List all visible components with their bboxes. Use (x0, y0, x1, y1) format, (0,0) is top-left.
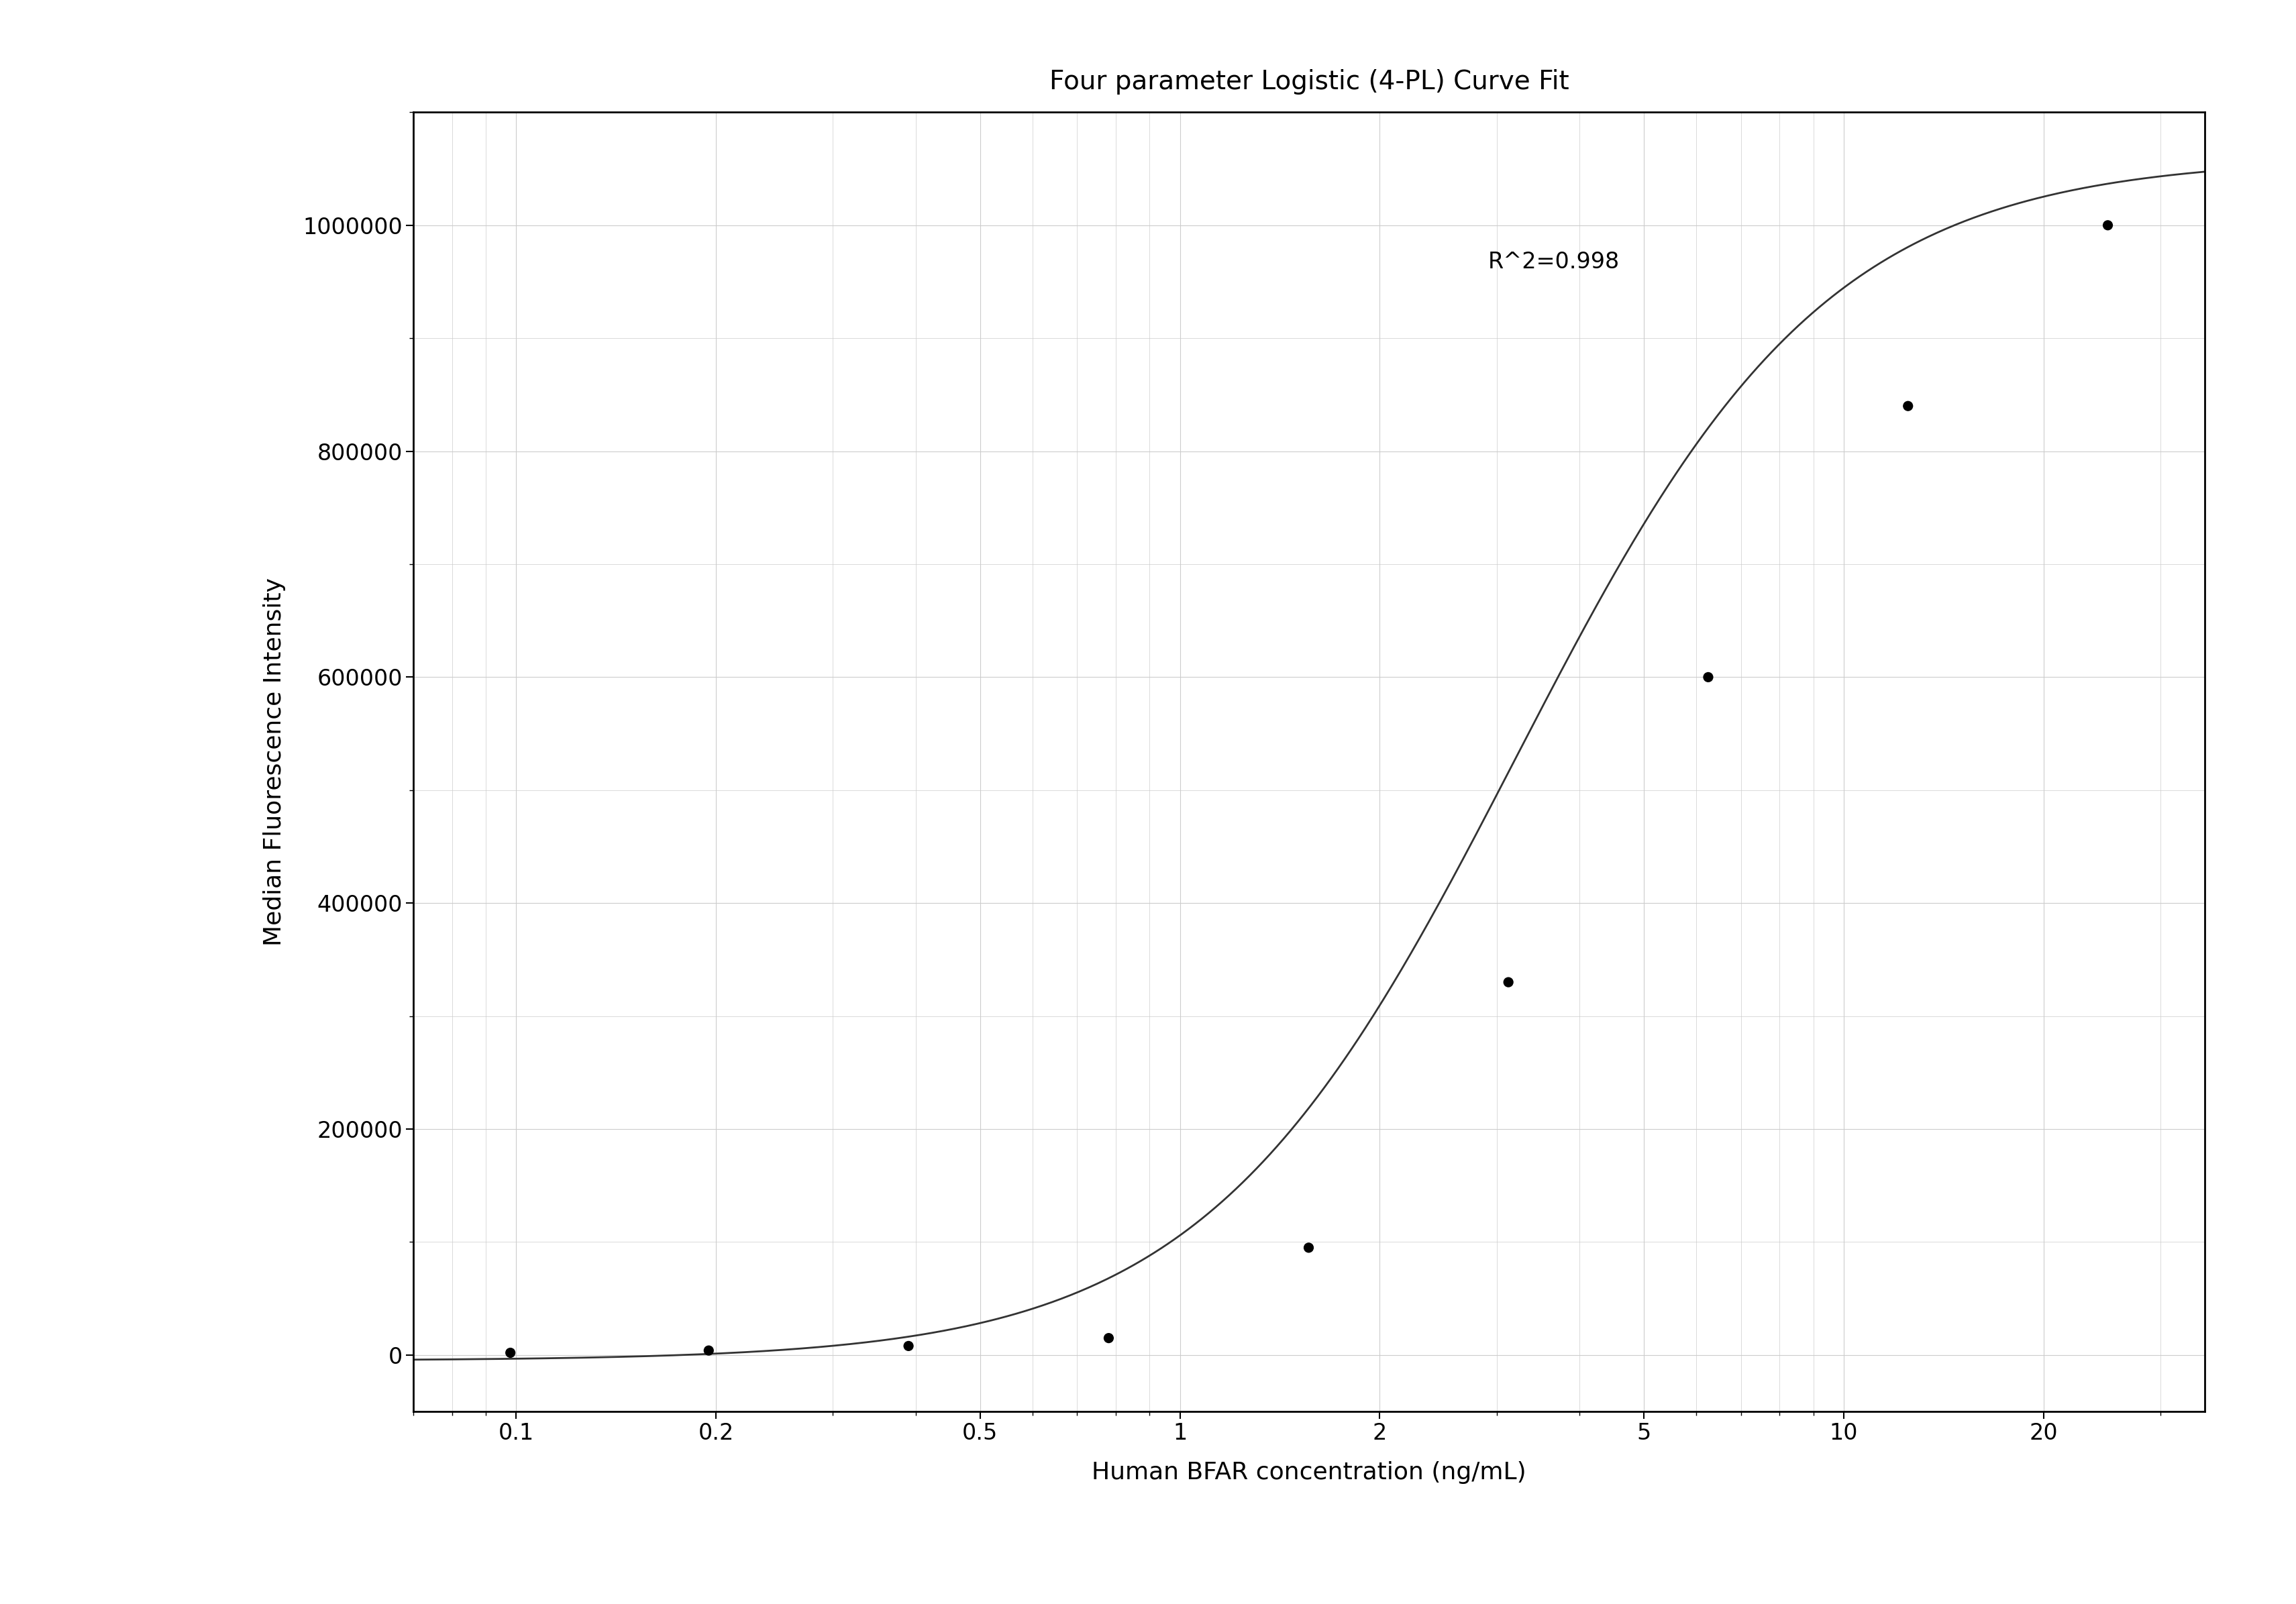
X-axis label: Human BFAR concentration (ng/mL): Human BFAR concentration (ng/mL) (1091, 1461, 1527, 1484)
Y-axis label: Median Fluorescence Intensity: Median Fluorescence Intensity (264, 577, 287, 946)
Point (1490, 969, 1527, 994)
Point (1690, 664, 1727, 690)
Text: R^2=0.998: R^2=0.998 (1488, 250, 1619, 273)
Point (2089, 212, 2126, 237)
Point (891, 1333, 928, 1359)
Point (491, 1339, 528, 1365)
Point (1091, 1325, 1127, 1351)
Point (1890, 393, 1926, 419)
Title: Four parameter Logistic (4-PL) Curve Fit: Four parameter Logistic (4-PL) Curve Fit (1049, 69, 1568, 95)
Point (691, 1338, 728, 1363)
Point (1290, 1235, 1327, 1261)
